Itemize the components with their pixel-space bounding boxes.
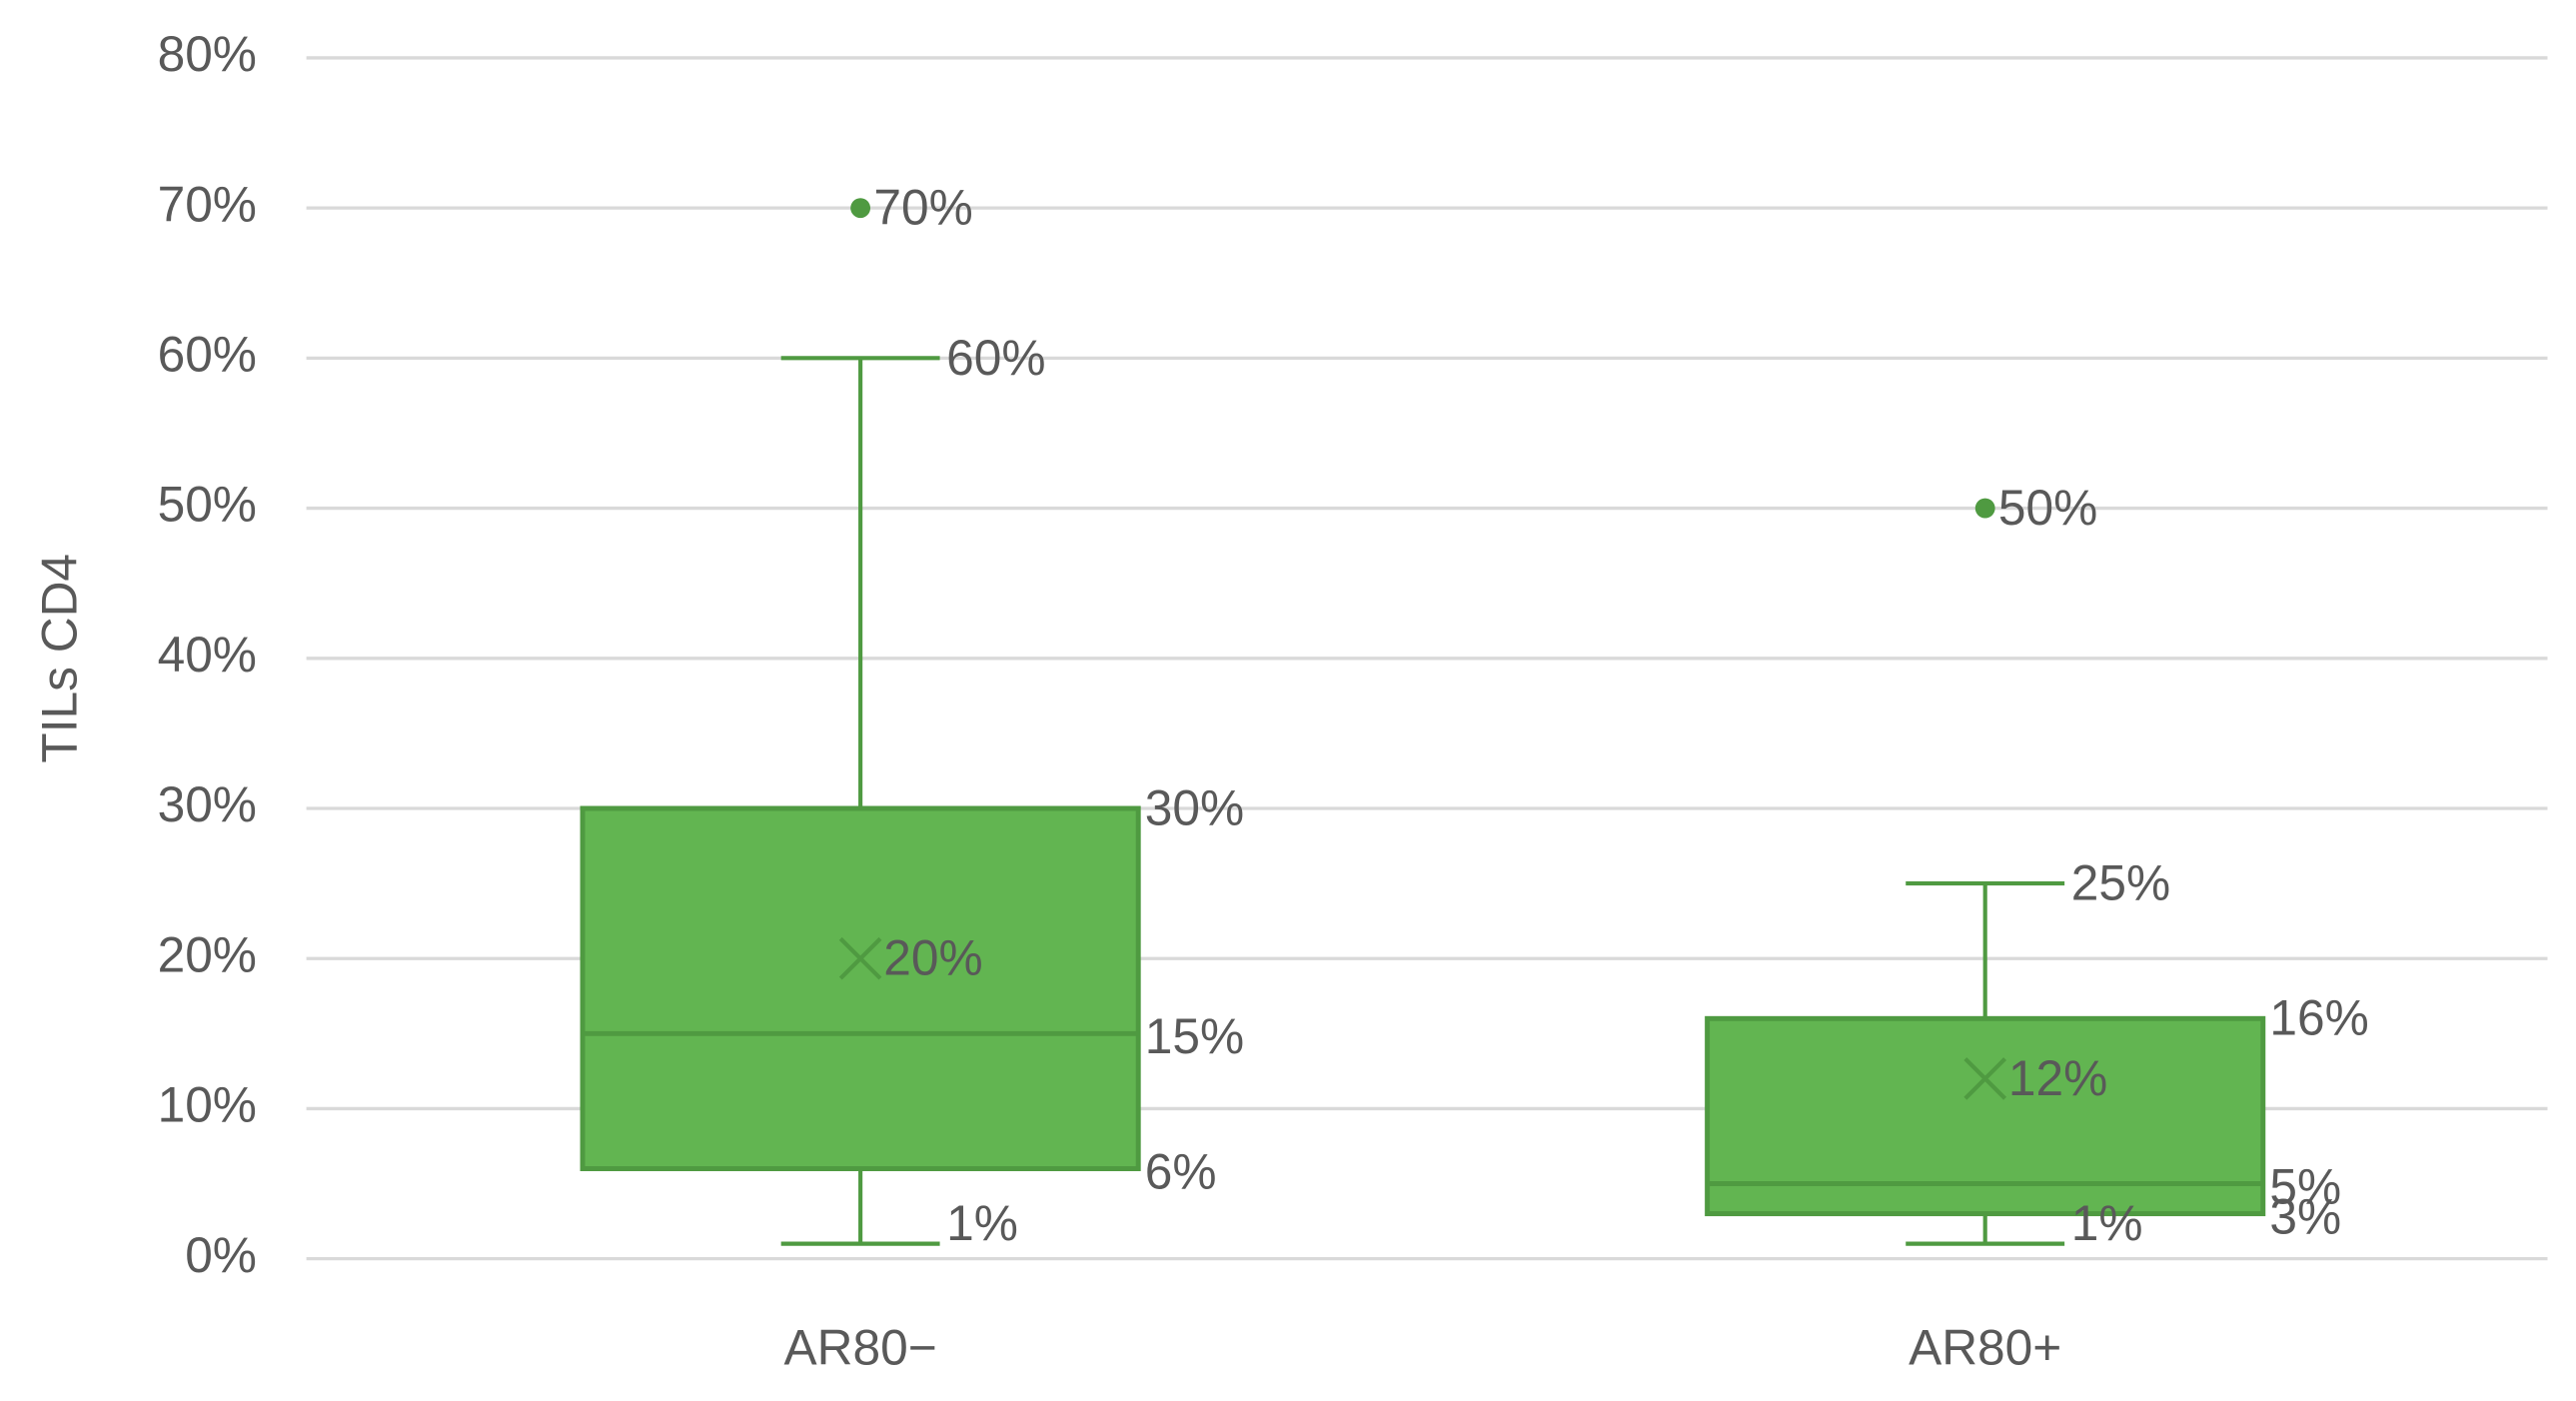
data-label: 20% [883, 930, 982, 986]
y-tick-label: 0% [185, 1227, 257, 1283]
data-label: 16% [2269, 990, 2368, 1046]
mean-marker [1963, 1057, 2007, 1100]
y-tick-label: 70% [158, 176, 257, 232]
y-tick-label: 50% [158, 477, 257, 533]
y-tick-label: 80% [158, 26, 257, 82]
y-tick-label: 10% [158, 1077, 257, 1133]
data-label: 1% [2071, 1195, 2143, 1251]
x-tick-label: AR80+ [1909, 1319, 2061, 1375]
data-label: 50% [1998, 480, 2097, 536]
data-label: 15% [1145, 1008, 1244, 1064]
data-label: 60% [946, 330, 1045, 386]
data-label: 1% [946, 1195, 1018, 1251]
y-tick-label: 30% [158, 776, 257, 832]
box [1705, 1015, 2266, 1217]
y-tick-label: 20% [158, 926, 257, 982]
y-axis-title: TILs CD4 [31, 554, 87, 763]
y-tick-label: 40% [158, 627, 257, 683]
outlier [1974, 498, 1995, 519]
data-label: 25% [2071, 855, 2170, 911]
data-label: 12% [2008, 1050, 2107, 1106]
data-label: 70% [873, 180, 972, 236]
data-label: 6% [1145, 1143, 1217, 1199]
x-tick-label: AR80− [784, 1319, 937, 1375]
box [580, 805, 1141, 1172]
outlier [850, 198, 871, 219]
y-tick-label: 60% [158, 326, 257, 382]
data-label: 30% [1145, 779, 1244, 835]
data-label: 5% [2269, 1158, 2341, 1214]
mean-marker [838, 936, 882, 980]
data-label: 3% [2269, 1188, 2341, 1244]
